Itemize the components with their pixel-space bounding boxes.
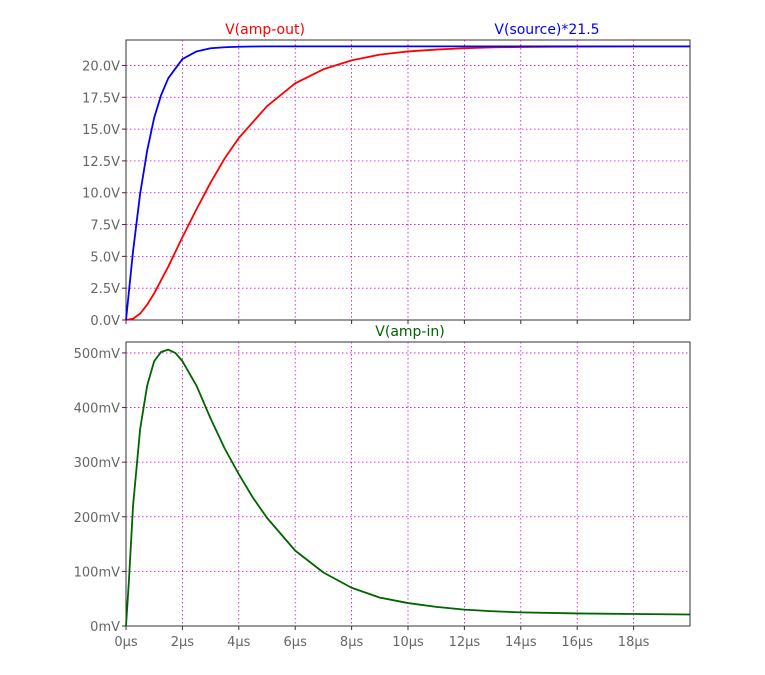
y-tick-label: 100mV	[74, 565, 120, 580]
y-tick-label: 15.0V	[82, 123, 120, 138]
trace-label[interactable]: V(amp-in)	[375, 324, 444, 340]
x-tick-label: 4µs	[227, 635, 251, 650]
y-tick-label: 17.5V	[82, 91, 120, 106]
y-tick-label: 12.5V	[82, 155, 120, 170]
y-tick-label: 10.0V	[82, 187, 120, 202]
x-tick-label: 6µs	[284, 635, 308, 650]
x-tick-label: 14µs	[505, 635, 537, 650]
x-tick-label: 2µs	[171, 635, 195, 650]
plot-pane-2: 0mV 100mV 200mV 300mV 400mV 500mV 0µs 2µs 4µs 6µs…	[74, 324, 691, 650]
x-tick-label: 10µs	[392, 635, 424, 650]
y-tick-label: 500mV	[74, 347, 120, 362]
y-tick-label: 300mV	[74, 456, 120, 471]
x-tick-label: 12µs	[449, 635, 481, 650]
x-tick-label: 18µs	[618, 635, 650, 650]
y-tick-label: 0mV	[90, 620, 120, 635]
y-tick-label: 7.5V	[90, 219, 120, 234]
x-tick-label: 8µs	[340, 635, 364, 650]
y-tick-label: 400mV	[74, 402, 120, 417]
trace-v-source-21-5	[125, 45, 690, 321]
y-tick-label: 200mV	[74, 511, 120, 526]
x-tick-label: 0µs	[114, 635, 138, 650]
y-tick-label: 2.5V	[90, 282, 120, 297]
x-tick-label: 16µs	[561, 635, 593, 650]
y-tick-label: 20.0V	[82, 59, 120, 74]
trace-v-amp-in-	[125, 348, 691, 627]
y-tick-label: 5.0V	[90, 250, 120, 265]
trace-label[interactable]: V(amp-out)	[225, 22, 305, 38]
y-tick-label: 0.0V	[90, 314, 120, 329]
plot-pane-1: 0.0V 2.5V 5.0V 7.5V 10.0V 12.5V 15.0V 17.5V 20.0…	[82, 22, 691, 329]
trace-label[interactable]: V(source)*21.5	[494, 22, 599, 38]
